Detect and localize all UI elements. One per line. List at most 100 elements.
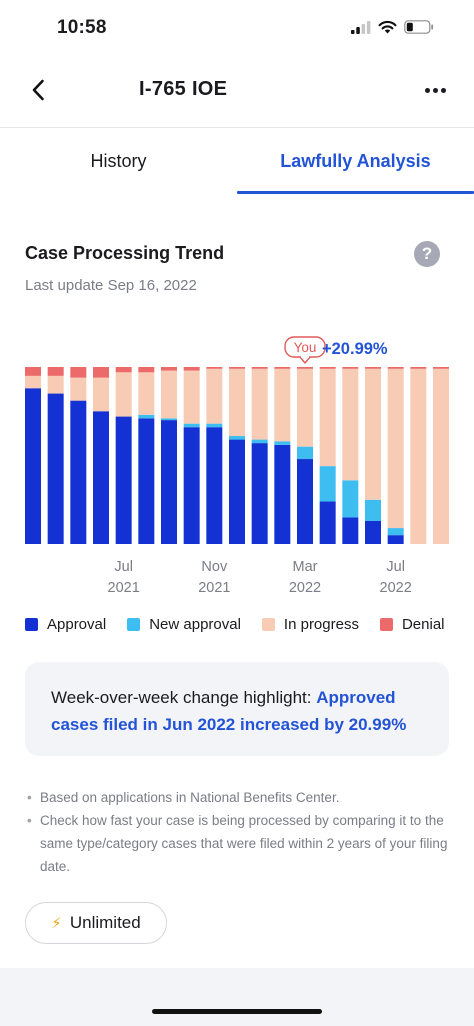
more-dot-icon — [440, 87, 446, 93]
bar-segment-new-approval — [319, 466, 336, 502]
bar-segment-in-progress — [161, 370, 177, 419]
case-title: I-765 IOE — [139, 78, 228, 100]
legend-label: Denial — [401, 616, 445, 633]
bar-segment-in-progress — [319, 368, 336, 467]
bar-segment-in-progress — [387, 368, 404, 529]
bar-segment-denial — [93, 367, 109, 378]
chart-legend: Approval New approval In progress Denial — [25, 616, 445, 633]
bar-segment-denial — [229, 367, 245, 369]
bar-segment-new-approval — [206, 423, 223, 428]
bar-segment-in-progress — [206, 368, 223, 424]
bar-segment-new-approval — [138, 414, 155, 419]
you-marker: You — [284, 336, 326, 364]
bar-segment-in-progress — [25, 375, 41, 389]
bar-segment-in-progress — [115, 372, 132, 417]
bar-segment-denial — [342, 367, 359, 369]
bar-segment-approval — [274, 444, 291, 544]
bar-segment-new-approval — [183, 423, 200, 428]
bar-segment-new-approval — [274, 441, 291, 445]
tab-history[interactable]: History — [90, 150, 147, 171]
note-item: Based on applications in National Benefi… — [25, 786, 455, 809]
bar-segment-in-progress — [47, 375, 64, 394]
legend-swatch — [127, 618, 141, 631]
legend-item-in-progress: In progress — [261, 616, 359, 633]
status-icons — [351, 20, 434, 34]
bar-segment-in-progress — [251, 368, 268, 440]
active-tab-indicator — [237, 191, 474, 194]
help-icon[interactable]: ? — [414, 241, 440, 267]
back-button[interactable] — [22, 74, 54, 106]
bar-segment-in-progress — [70, 377, 87, 401]
bar-segment-denial — [47, 367, 64, 376]
bar-segment-denial — [410, 367, 427, 369]
more-dot-icon — [432, 87, 438, 93]
bar-segment-denial — [251, 367, 268, 369]
legend-swatch — [25, 618, 38, 631]
bar-segment-denial — [319, 367, 336, 369]
note-item: Check how fast your case is being proces… — [25, 809, 455, 878]
x-tick-label: 2021 — [108, 580, 140, 596]
notes-list: Based on applications in National Benefi… — [25, 786, 455, 878]
bar-segment-denial — [161, 367, 177, 371]
bar-segment-approval — [387, 535, 404, 544]
bar-segment-in-progress — [365, 368, 381, 500]
chevron-left-icon — [32, 79, 44, 101]
lightning-bolt-icon: ⚡ — [51, 915, 62, 932]
bar-segment-approval — [206, 427, 223, 544]
bar-segment-new-approval — [229, 436, 245, 440]
tab-lawfully-analysis[interactable]: Lawfully Analysis — [280, 150, 431, 171]
bar-segment-denial — [433, 367, 449, 369]
bar-segment-new-approval — [251, 439, 268, 444]
weekly-change-highlight-card: Week-over-week change highlight: Approve… — [25, 662, 449, 756]
navigation-bar: I-765 IOE — [0, 58, 474, 124]
bar-segment-denial — [115, 367, 132, 373]
x-tick-label: Nov — [201, 559, 228, 575]
legend-label: New approval — [149, 616, 241, 633]
highlight-accent-text: Approved cases filed in Jun 2022 increas… — [51, 688, 407, 734]
bar-segment-approval — [70, 400, 87, 544]
bar-segment-in-progress — [229, 368, 245, 437]
legend-item-denial: Denial — [379, 616, 445, 633]
x-tick-label: 2022 — [380, 580, 412, 596]
legend-item-approval: Approval — [25, 616, 106, 633]
bar-segment-denial — [25, 367, 41, 376]
bar-segment-denial — [206, 367, 223, 369]
cellular-signal-icon — [351, 20, 371, 34]
home-indicator — [152, 1009, 322, 1014]
x-tick-label: 2022 — [289, 580, 321, 596]
unlimited-button[interactable]: ⚡ Unlimited — [25, 902, 167, 944]
tab-bar: History Lawfully Analysis — [0, 128, 474, 194]
section-title: Case Processing Trend — [25, 243, 225, 263]
battery-icon — [404, 20, 434, 34]
bar-segment-denial — [183, 367, 200, 371]
bar-segment-approval — [115, 416, 132, 544]
bar-segment-in-progress — [274, 368, 291, 442]
bar-segment-new-approval — [387, 528, 404, 536]
legend-item-new-approval: New approval — [127, 616, 241, 633]
bar-segment-approval — [183, 427, 200, 544]
status-time: 10:58 — [57, 17, 107, 38]
bar-segment-new-approval — [342, 480, 359, 518]
bar-segment-in-progress — [183, 370, 200, 424]
x-tick-label: 2021 — [198, 580, 230, 596]
bar-segment-denial — [274, 367, 291, 369]
bar-segment-new-approval — [365, 499, 381, 521]
wifi-icon — [378, 20, 397, 34]
you-marker-pointer-join — [301, 355, 309, 358]
bar-segment-denial — [138, 367, 155, 373]
you-marker-pointer — [299, 356, 311, 364]
bar-segment-approval — [365, 520, 381, 544]
legend-swatch — [261, 618, 275, 631]
unlimited-button-label: Unlimited — [69, 913, 141, 932]
approval-change-label: +20.99% — [322, 340, 388, 358]
bar-segment-new-approval — [297, 446, 313, 460]
legend-label: Approval — [47, 616, 107, 633]
bar-segment-approval — [297, 459, 313, 544]
bar-segment-in-progress — [93, 377, 109, 412]
bar-segment-approval — [161, 420, 177, 544]
bar-segment-approval — [138, 418, 155, 544]
x-tick-label: Mar — [293, 559, 318, 575]
legend-swatch — [379, 618, 393, 631]
bar-segment-in-progress — [342, 368, 359, 481]
more-options-button[interactable] — [420, 78, 450, 102]
